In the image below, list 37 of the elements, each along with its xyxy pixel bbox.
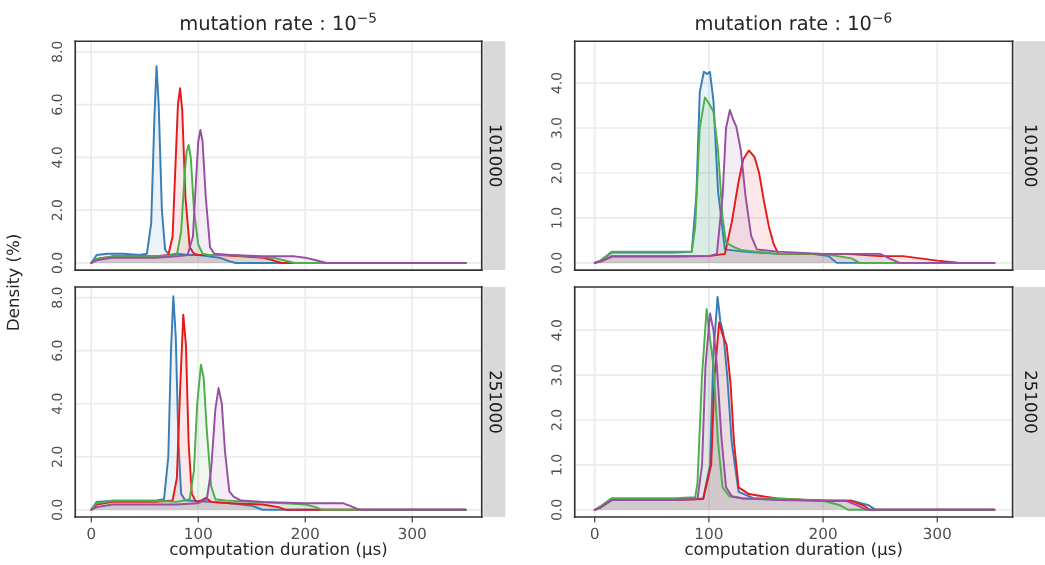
text: 251000 (489, 371, 503, 433)
x-tick-label: 0 (87, 527, 96, 540)
text: 101000 (489, 125, 503, 187)
chart-title: mutation rate : 10$^{−6}$ (696, 12, 892, 31)
x-tick-label: 300 (923, 527, 951, 540)
x-tick-label: 100 (185, 527, 212, 540)
y-tick-label: 2.0 (51, 446, 63, 467)
y-axis-title: Density (%) (6, 235, 23, 330)
y-tick-label: 4.0 (551, 72, 562, 94)
x-tick-label: 200 (291, 527, 319, 540)
x-axis-title: computation duration (µs) (170, 542, 387, 559)
x-tick-label: 200 (809, 527, 837, 540)
chart-title: mutation rate : 10$^{−5}$ (181, 12, 376, 31)
y-tick-label: 3.0 (551, 117, 562, 138)
y-tick-label: 6.0 (51, 340, 63, 361)
y-tick-label: 0.0 (551, 252, 562, 274)
x-tick-label: 0 (590, 527, 599, 540)
y-tick-label: 4.0 (51, 393, 63, 415)
y-tick-label: 8.0 (51, 41, 63, 62)
x-tick-label: 300 (398, 527, 426, 540)
y-tick-label: 0.0 (51, 252, 63, 274)
x-axis-title: computation duration (µs) (685, 542, 902, 559)
text: 251000 (1024, 371, 1038, 433)
text: 101000 (1024, 125, 1038, 187)
y-tick-label: 2.0 (551, 409, 562, 430)
y-tick-label: 0.0 (51, 499, 63, 520)
y-tick-label: 8.0 (51, 287, 63, 308)
x-tick-label: 100 (696, 527, 723, 540)
y-tick-label: 2.0 (551, 162, 562, 183)
y-tick-label: 0.0 (551, 499, 562, 520)
y-tick-label: 1.0 (551, 454, 562, 475)
y-tick-label: 4.0 (551, 320, 562, 341)
y-tick-label: 6.0 (51, 94, 63, 115)
y-tick-label: 4.0 (51, 147, 63, 168)
y-tick-label: 1.0 (551, 207, 562, 228)
y-tick-label: 3.0 (551, 364, 562, 386)
y-tick-label: 2.0 (51, 200, 63, 221)
